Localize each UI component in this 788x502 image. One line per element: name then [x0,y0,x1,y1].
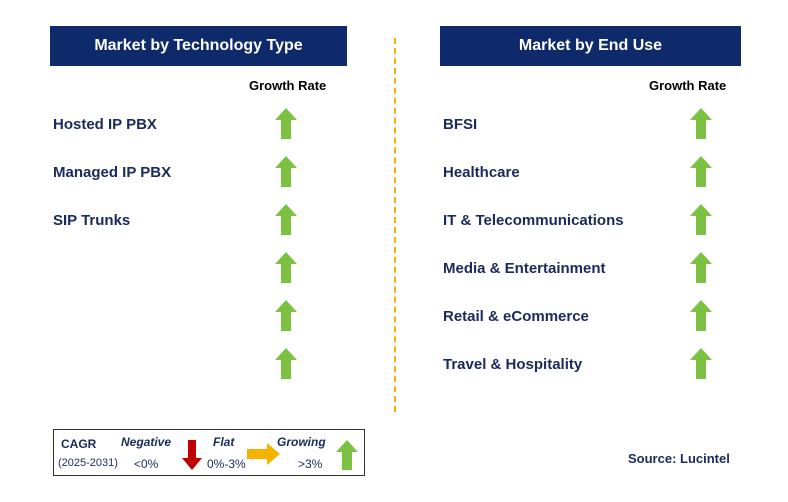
growing-arrow-icon [690,300,712,331]
growing-arrow-icon [275,156,297,187]
left-growth-rate-label: Growth Rate [249,78,327,93]
growing-arrow-icon [275,252,297,283]
legend-growing-range: >3% [298,457,323,471]
growing-arrow-icon [275,300,297,331]
left-item-label: SIP Trunks [53,212,131,229]
growing-arrow-icon [336,440,358,470]
technology-type-header: Market by Technology Type [50,26,347,66]
legend-cagr-label: CAGR [61,437,97,451]
right-item-label: Travel & Hospitality [443,356,583,373]
right-item-label: Retail & eCommerce [443,308,589,325]
end-use-title: Market by End Use [518,37,663,54]
growing-arrow-icon [690,108,712,139]
right-item-label: BFSI [443,116,478,133]
legend-flat-label: Flat [213,435,235,449]
legend-negative-label: Negative [121,435,172,449]
right-growth-rate-label: Growth Rate [649,78,727,93]
flat-arrow-icon [247,443,280,465]
growing-arrow-icon [275,348,297,379]
panel-divider [394,38,396,412]
right-item-label: Media & Entertainment [443,260,606,277]
negative-arrow-icon [182,440,202,470]
growing-arrow-icon [690,156,712,187]
growing-arrow-icon [275,108,297,139]
legend-negative-range: <0% [134,457,159,471]
growing-arrow-icon [690,204,712,235]
right-item-label: IT & Telecommunications [443,212,624,229]
growing-arrow-icon [690,252,712,283]
technology-type-title: Market by Technology Type [94,37,303,54]
cagr-legend: CAGR (2025-2031) Negative <0% Flat 0%-3%… [53,429,365,476]
growing-arrow-icon [275,204,297,235]
legend-growing-label: Growing [277,435,326,449]
left-item-label: Managed IP PBX [53,164,172,181]
growing-arrow-icon [690,348,712,379]
left-item-label: Hosted IP PBX [53,116,157,133]
legend-period: (2025-2031) [58,457,118,469]
legend-flat-range: 0%-3% [207,457,246,471]
source-note: Source: Lucintel [628,451,730,466]
right-item-label: Healthcare [443,164,520,181]
end-use-header: Market by End Use [440,26,741,66]
